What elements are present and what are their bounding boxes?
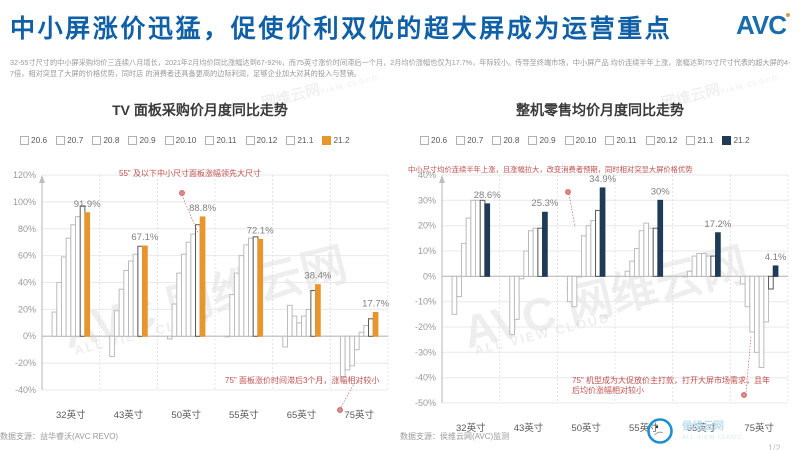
- svg-text:-10%: -10%: [415, 297, 436, 307]
- svg-text:25.3%: 25.3%: [531, 198, 558, 209]
- svg-text:40%: 40%: [18, 278, 36, 288]
- svg-text:67.1%: 67.1%: [131, 232, 158, 243]
- svg-text:72.1%: 72.1%: [247, 225, 274, 236]
- svg-text:50英寸: 50英寸: [571, 422, 601, 434]
- svg-text:120%: 120%: [13, 170, 36, 180]
- svg-text:60%: 60%: [18, 251, 36, 261]
- svg-text:80%: 80%: [18, 224, 36, 234]
- svg-text:55英寸: 55英寸: [229, 409, 259, 421]
- svg-text:-40%: -40%: [15, 385, 36, 395]
- svg-text:1/2: 1/2: [768, 443, 781, 450]
- svg-text:38.4%: 38.4%: [304, 271, 331, 282]
- svg-text:-40%: -40%: [415, 373, 436, 383]
- svg-text:0%: 0%: [423, 271, 436, 281]
- svg-text:17.7%: 17.7%: [362, 299, 389, 310]
- svg-text:-30%: -30%: [415, 347, 436, 357]
- svg-text:ALL VIEW CLOUD: ALL VIEW CLOUD: [682, 435, 742, 441]
- svg-text:34.9%: 34.9%: [589, 174, 616, 185]
- svg-text:0%: 0%: [23, 331, 36, 341]
- svg-text:91.9%: 91.9%: [74, 199, 101, 210]
- svg-text:-50%: -50%: [415, 398, 436, 408]
- svg-text:20%: 20%: [418, 221, 436, 231]
- svg-text:50英寸: 50英寸: [171, 409, 201, 421]
- svg-text:32英寸: 32英寸: [56, 409, 86, 421]
- svg-text:30%: 30%: [418, 195, 436, 205]
- svg-text:17.2%: 17.2%: [704, 219, 731, 230]
- svg-text:65英寸: 65英寸: [287, 409, 317, 421]
- svg-text:30%: 30%: [651, 186, 671, 197]
- svg-text:-20%: -20%: [415, 322, 436, 332]
- svg-text:10%: 10%: [418, 246, 436, 256]
- svg-text:-20%: -20%: [15, 358, 36, 368]
- svg-text:75英寸: 75英寸: [344, 409, 374, 421]
- svg-text:43英寸: 43英寸: [114, 409, 144, 421]
- svg-text:4.1%: 4.1%: [765, 252, 787, 263]
- svg-text:88.8%: 88.8%: [189, 203, 216, 214]
- svg-text:28.6%: 28.6%: [474, 190, 501, 201]
- svg-text:43英寸: 43英寸: [514, 422, 544, 434]
- svg-text:100%: 100%: [13, 197, 36, 207]
- svg-text:侯维云网: 侯维云网: [682, 419, 724, 432]
- svg-text:20%: 20%: [18, 304, 36, 314]
